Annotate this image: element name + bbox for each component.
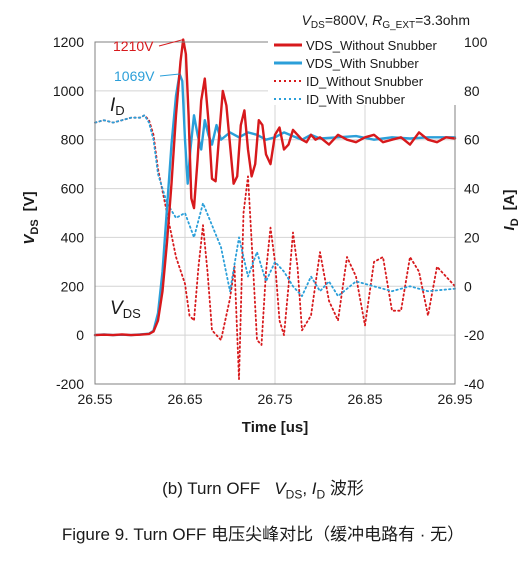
series-line-id-with-snubber — [94, 114, 456, 298]
y-left-tick-label: 800 — [61, 132, 85, 148]
inline-label-id-symbol: I — [110, 95, 116, 116]
x-tick-labels: 26.55 26.65 26.75 26.85 26.95 — [77, 391, 472, 407]
x-axis-label: Time [us] — [242, 419, 308, 436]
y-right-label-unit: [A] — [501, 190, 518, 211]
x-tick-label: 26.75 — [257, 391, 292, 407]
subcaption-id-subscript: D — [316, 487, 326, 502]
condition-rg-subscript: G_EXT — [382, 20, 415, 31]
chart: 26.55 26.65 26.75 26.85 26.95 12001000800600… — [21, 12, 521, 436]
x-tick-label: 26.95 — [437, 391, 472, 407]
y-left-tick-label: 200 — [61, 278, 85, 294]
x-tick-label: 26.85 — [347, 391, 382, 407]
condition-vds-symbol: V — [302, 12, 313, 28]
subcaption-id-symbol: I — [311, 479, 317, 498]
inline-label-vds-symbol: V — [110, 298, 125, 319]
condition-vds-subscript: DS — [311, 20, 325, 31]
condition-rg-value: =3.3ohm — [415, 12, 470, 28]
subcaption-vds-subscript: DS — [285, 487, 303, 502]
y-right-tick-label: 100 — [464, 34, 488, 50]
y-right-axis-label: ID [A] — [501, 190, 521, 231]
annotation-leader-1069v — [159, 73, 180, 77]
y-left-tick-label: 1200 — [53, 34, 84, 50]
x-tick-label: 26.55 — [77, 391, 112, 407]
y-right-tick-labels: 100 80 60 40 20 0 -20 -40 — [464, 34, 488, 392]
y-left-tick-label: -200 — [56, 376, 84, 392]
legend-background — [268, 31, 458, 105]
annotation-leader-1210v — [158, 39, 184, 47]
y-right-label-subscript: D — [509, 218, 521, 226]
legend: VDS_Without Snubber VDS_With Snubber ID_… — [268, 31, 458, 107]
legend-label-vds-with: VDS_With Snubber — [306, 56, 419, 71]
annotation-1069v: 1069V — [114, 68, 155, 84]
y-left-label-symbol: V — [21, 233, 38, 245]
legend-label-id-with: ID_With Snubber — [306, 92, 406, 107]
legend-label-vds-without: VDS_Without Snubber — [306, 38, 437, 53]
series-layer — [93, 38, 457, 381]
subcaption-vds-symbol: V — [274, 479, 286, 498]
condition-vds-value: =800V, — [325, 12, 372, 28]
subfigure-caption: (b) Turn OFF VDS, ID 波形 — [0, 474, 526, 501]
y-right-tick-label: 40 — [464, 181, 480, 197]
inline-label-id-subscript: D — [115, 103, 124, 118]
y-left-tick-label: 600 — [61, 181, 85, 197]
series-line-vds-without-snubber — [93, 38, 457, 337]
y-right-tick-label: 0 — [464, 278, 472, 294]
y-right-tick-label: 20 — [464, 229, 480, 245]
y-right-tick-label: -20 — [464, 327, 484, 343]
figure-caption: Figure 9. Turn OFF 电压尖峰对比（缓冲电路有 · 无） — [61, 525, 465, 544]
y-left-label-subscript: DS — [29, 219, 41, 234]
y-right-label-symbol: I — [501, 225, 518, 230]
x-tick-label: 26.65 — [167, 391, 202, 407]
y-left-tick-label: 400 — [61, 229, 85, 245]
y-left-tick-label: 1000 — [53, 83, 84, 99]
y-left-label-unit: [V] — [21, 191, 38, 211]
annotation-1210v: 1210V — [113, 38, 154, 54]
subcaption-suffix: 波形 — [325, 479, 364, 498]
test-conditions: VDS=800V, RG_EXT=3.3ohm — [302, 12, 470, 31]
legend-label-id-without: ID_Without Snubber — [306, 74, 424, 89]
subcaption-prefix: (b) Turn OFF — [162, 479, 261, 498]
y-left-tick-label: 0 — [76, 327, 84, 343]
y-right-tick-label: -40 — [464, 376, 484, 392]
inline-label-vds-subscript: DS — [123, 306, 141, 321]
y-right-tick-label: 60 — [464, 132, 480, 148]
y-left-tick-labels: 1200 1000 800 600 400 200 0 -200 — [53, 34, 84, 392]
y-left-axis-label: VDS [V] — [21, 191, 41, 244]
y-right-tick-label: 80 — [464, 83, 480, 99]
inline-label-id: ID — [110, 95, 125, 118]
condition-rg-symbol: R — [372, 12, 382, 28]
inline-label-vds: VDS — [110, 298, 141, 321]
subcaption-separator: , — [302, 479, 312, 498]
